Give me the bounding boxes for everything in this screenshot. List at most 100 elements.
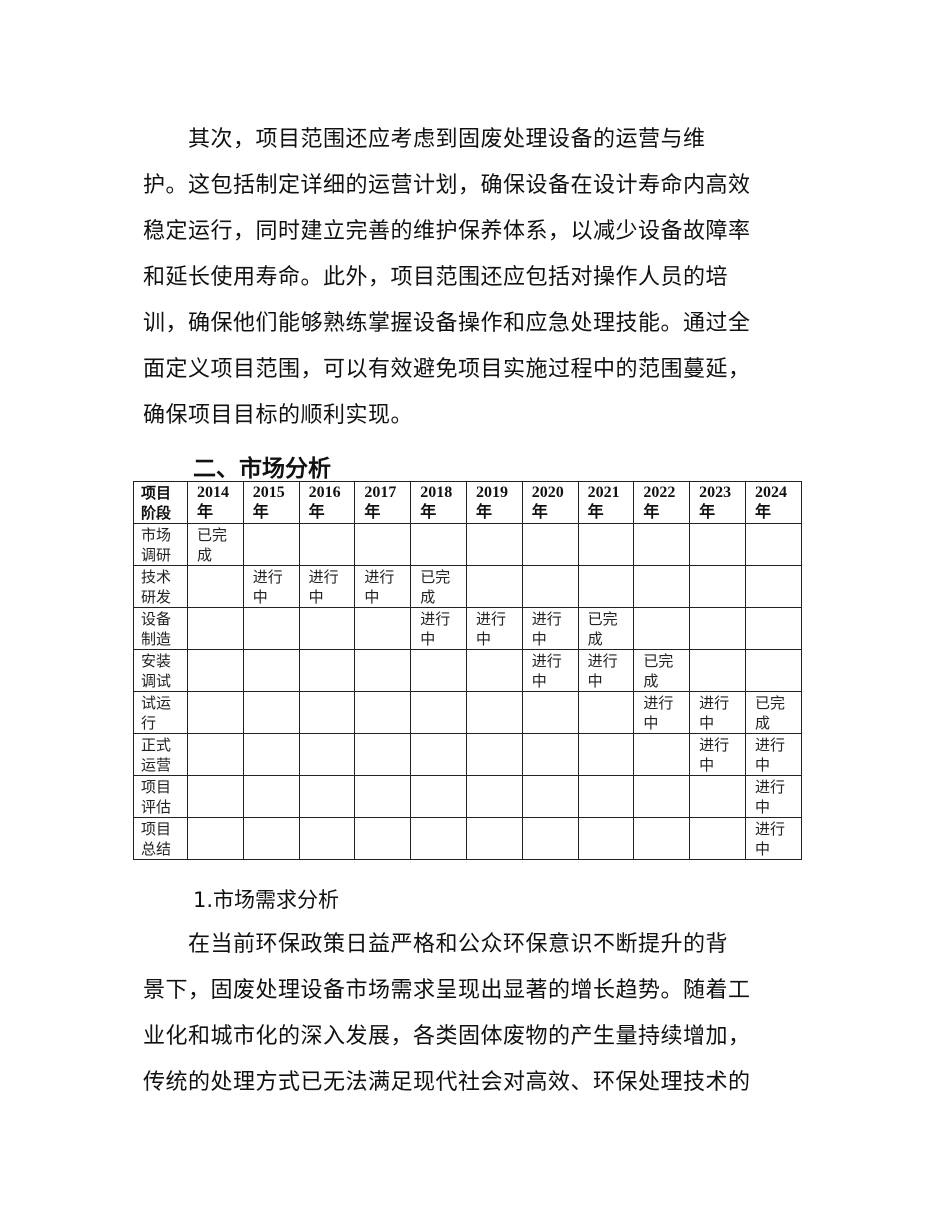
status-cell	[354, 691, 412, 734]
status-cell	[242, 649, 300, 692]
text-line: 确保项目目标的顺利实现。	[143, 403, 414, 428]
status-text: 进行中	[252, 568, 283, 606]
table-row: 安装调试 进行中 进行中 已完成	[133, 649, 802, 692]
text-line: 稳定运行，同时建立完善的维护保养体系，以减少设备故障率	[143, 219, 751, 244]
status-cell	[410, 817, 467, 860]
status-cell: 进行中	[354, 565, 412, 608]
status-cell: 进行中	[465, 607, 523, 650]
status-cell: 已完成	[577, 607, 635, 650]
status-text: 进行中	[420, 610, 451, 648]
section-heading: 二、市场分析	[193, 456, 331, 482]
table-row: 试运行 进行中 进行中 已完成	[133, 691, 802, 734]
stage-name: 试运行	[141, 694, 172, 732]
stage-name-cell: 项目评估	[133, 775, 188, 818]
text-line: 业化和城市化的深入发展，各类固体废物的产生量持续增加，	[143, 1024, 751, 1049]
stage-name-cell: 正式运营	[133, 733, 188, 776]
status-cell	[633, 817, 691, 860]
status-text: 已完成	[754, 694, 785, 732]
status-cell	[187, 817, 244, 860]
status-cell	[298, 775, 356, 818]
text-line: 其次，项目范围还应考虑到固废处理设备的运营与维	[188, 127, 706, 152]
status-cell	[410, 775, 467, 818]
status-cell	[354, 523, 412, 566]
status-text: 进行中	[754, 820, 785, 858]
status-text: 进行中	[531, 610, 562, 648]
stage-name: 市场调研	[141, 526, 172, 564]
status-cell	[744, 565, 802, 608]
status-cell: 已完成	[410, 565, 467, 608]
status-cell	[298, 733, 356, 776]
status-cell: 已完成	[744, 691, 802, 734]
status-cell: 进行中	[577, 649, 635, 692]
status-cell	[354, 607, 412, 650]
header-label: 项目阶段	[141, 484, 172, 522]
stage-name-cell: 项目总结	[133, 817, 188, 860]
status-cell	[354, 817, 412, 860]
header-label: 2022年	[643, 484, 676, 521]
status-cell	[689, 817, 746, 860]
status-cell	[633, 565, 691, 608]
status-cell	[354, 649, 412, 692]
header-label: 2019年	[475, 484, 508, 521]
table-row: 技术研发 进行中 进行中 进行中 已完成	[133, 565, 802, 608]
table-row: 设备制造 进行中 进行中 进行中 已完成	[133, 607, 802, 650]
status-cell	[298, 691, 356, 734]
status-cell: 已完成	[633, 649, 691, 692]
status-cell	[689, 607, 746, 650]
text-line: 景下，固废处理设备市场需求呈现出显著的增长趋势。随着工	[143, 978, 751, 1003]
status-cell	[577, 733, 635, 776]
stage-name: 技术研发	[141, 568, 172, 606]
header-year: 2018年	[410, 481, 467, 524]
status-cell	[187, 691, 244, 734]
text-line: 传统的处理方式已无法满足现代社会对高效、环保处理技术的	[143, 1070, 751, 1095]
status-cell	[465, 565, 523, 608]
subsection-heading: 1.市场需求分析	[193, 888, 340, 912]
stage-name-cell: 安装调试	[133, 649, 188, 692]
status-cell	[744, 649, 802, 692]
status-cell	[633, 733, 691, 776]
status-cell	[354, 733, 412, 776]
status-text: 进行中	[531, 652, 562, 690]
status-cell	[187, 565, 244, 608]
status-cell	[465, 817, 523, 860]
status-cell: 进行中	[242, 565, 300, 608]
status-cell	[744, 607, 802, 650]
stage-name-cell: 设备制造	[133, 607, 188, 650]
table-row: 项目评估 进行中	[133, 775, 802, 818]
status-text: 已完成	[420, 568, 451, 606]
status-cell	[521, 565, 579, 608]
header-year: 2016年	[298, 481, 356, 524]
status-cell	[577, 691, 635, 734]
status-cell	[689, 523, 746, 566]
header-label: 2020年	[531, 484, 564, 521]
status-cell	[633, 775, 691, 818]
status-cell	[465, 733, 523, 776]
status-cell	[187, 733, 244, 776]
stage-name: 安装调试	[141, 652, 172, 690]
stage-name: 设备制造	[141, 610, 172, 648]
status-cell: 进行中	[744, 775, 802, 818]
status-text: 已完成	[587, 610, 618, 648]
table-header-row: 项目阶段 2014年 2015年 2016年 2017年 2018年 2019年 2020年 2…	[133, 481, 802, 524]
status-cell	[354, 775, 412, 818]
header-label: 2014年	[197, 484, 229, 521]
status-cell	[410, 523, 467, 566]
status-cell	[187, 607, 244, 650]
status-cell	[744, 523, 802, 566]
header-year: 2014年	[187, 481, 244, 524]
header-label: 2018年	[420, 484, 453, 521]
status-cell	[410, 733, 467, 776]
status-cell	[521, 733, 579, 776]
status-text: 进行中	[308, 568, 339, 606]
status-cell	[410, 649, 467, 692]
stage-name-cell: 市场调研	[133, 523, 188, 566]
status-cell	[521, 523, 579, 566]
status-text: 进行中	[754, 736, 785, 774]
status-cell	[410, 691, 467, 734]
status-cell	[298, 607, 356, 650]
status-cell	[521, 817, 579, 860]
stage-name: 正式运营	[141, 736, 172, 774]
status-cell	[298, 817, 356, 860]
text-line: 在当前环保政策日益严格和公众环保意识不断提升的背	[188, 932, 729, 957]
text-line: 面定义项目范围，可以有效避免项目实施过程中的范围蔓延，	[143, 357, 751, 382]
